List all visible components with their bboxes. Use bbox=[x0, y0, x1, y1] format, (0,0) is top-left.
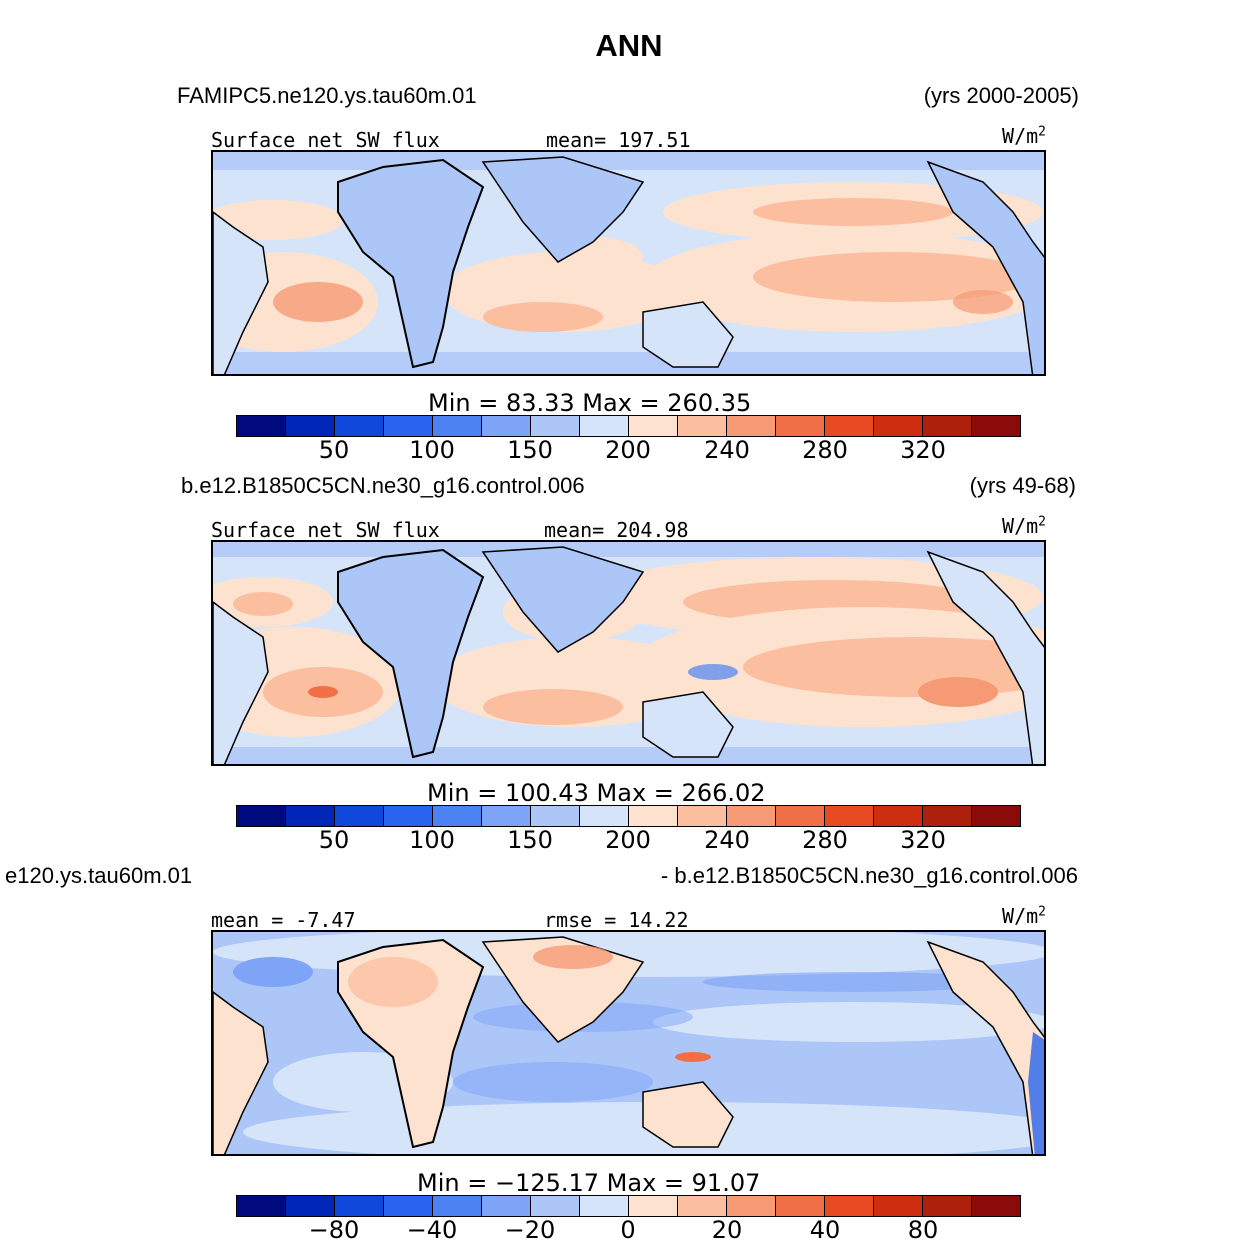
colorbar-swatch bbox=[482, 416, 531, 436]
colorbar-swatch bbox=[237, 416, 286, 436]
panel1-map bbox=[211, 150, 1046, 376]
colorbar-swatch bbox=[580, 1196, 629, 1216]
colorbar-swatch bbox=[237, 1196, 286, 1216]
colorbar-swatch bbox=[972, 806, 1020, 826]
panel2-minmax: Min = 100.43 Max = 266.02 bbox=[427, 779, 766, 807]
panel1-tick: 50 bbox=[318, 436, 350, 464]
colorbar-swatch bbox=[433, 1196, 482, 1216]
panel2-map bbox=[211, 540, 1046, 766]
panel3-case-label: e120.ys.tau60m.01 bbox=[5, 863, 193, 888]
panel2-tick: 200 bbox=[605, 826, 651, 854]
colorbar-swatch bbox=[678, 416, 727, 436]
colorbar-swatch bbox=[384, 416, 433, 436]
panel1-mean: mean= 197.51 bbox=[546, 128, 691, 152]
colorbar-swatch bbox=[825, 1196, 874, 1216]
colorbar-swatch bbox=[237, 806, 286, 826]
colorbar-swatch bbox=[286, 1196, 335, 1216]
colorbar-swatch bbox=[531, 806, 580, 826]
panel3-tick: −20 bbox=[504, 1216, 556, 1244]
panel2-tick: 240 bbox=[704, 826, 750, 854]
colorbar-swatch bbox=[825, 416, 874, 436]
colorbar-swatch bbox=[580, 806, 629, 826]
panel2-units: W/m2 bbox=[1002, 514, 1046, 538]
colorbar-swatch bbox=[923, 416, 972, 436]
panel1-tick: 320 bbox=[900, 436, 946, 464]
panel2-tick: 50 bbox=[318, 826, 350, 854]
colorbar-swatch bbox=[384, 806, 433, 826]
colorbar-swatch bbox=[531, 416, 580, 436]
colorbar-swatch bbox=[286, 416, 335, 436]
colorbar-swatch bbox=[923, 1196, 972, 1216]
panel1-case-label: FAMIPC5.ne120.ys.tau60m.01 bbox=[177, 83, 477, 108]
panel2-tick: 150 bbox=[507, 826, 553, 854]
colorbar-swatch bbox=[335, 416, 384, 436]
panel2-mean: mean= 204.98 bbox=[544, 518, 689, 542]
panel2-colorbar bbox=[236, 805, 1021, 827]
colorbar-swatch bbox=[678, 1196, 727, 1216]
figure-title: ANN bbox=[595, 28, 663, 63]
panel3-years: - b.e12.B1850C5CN.ne30_g16.control.006 bbox=[660, 863, 1078, 888]
panel2-case-label: b.e12.B1850C5CN.ne30_g16.control.006 bbox=[181, 473, 585, 498]
panel2-years: (yrs 49-68) bbox=[969, 473, 1076, 498]
colorbar-swatch bbox=[482, 1196, 531, 1216]
panel3-colorbar bbox=[236, 1195, 1021, 1217]
colorbar-swatch bbox=[433, 416, 482, 436]
panel1-tick: 150 bbox=[507, 436, 553, 464]
panel3-rmse: rmse = 14.22 bbox=[544, 908, 689, 932]
colorbar-swatch bbox=[727, 416, 776, 436]
colorbar-swatch bbox=[727, 1196, 776, 1216]
colorbar-swatch bbox=[629, 1196, 678, 1216]
colorbar-swatch bbox=[776, 416, 825, 436]
panel3-tick: 40 bbox=[809, 1216, 841, 1244]
colorbar-swatch bbox=[335, 1196, 384, 1216]
colorbar-swatch bbox=[874, 416, 923, 436]
panel1-tick: 200 bbox=[605, 436, 651, 464]
panel3-minmax: Min = −125.17 Max = 91.07 bbox=[417, 1169, 761, 1197]
panel1-years: (yrs 2000-2005) bbox=[923, 83, 1079, 108]
panel3-mean: mean = -7.47 bbox=[211, 908, 356, 932]
colorbar-swatch bbox=[286, 806, 335, 826]
colorbar-swatch bbox=[972, 416, 1020, 436]
colorbar-swatch bbox=[874, 1196, 923, 1216]
panel1-tick: 100 bbox=[409, 436, 455, 464]
colorbar-swatch bbox=[384, 1196, 433, 1216]
colorbar-swatch bbox=[678, 806, 727, 826]
colorbar-swatch bbox=[727, 806, 776, 826]
panel2-tick: 320 bbox=[900, 826, 946, 854]
panel1-units: W/m2 bbox=[1002, 124, 1046, 148]
panel2-tick: 100 bbox=[409, 826, 455, 854]
colorbar-swatch bbox=[776, 1196, 825, 1216]
panel1-tick: 280 bbox=[802, 436, 848, 464]
panel3-map bbox=[211, 930, 1046, 1156]
colorbar-swatch bbox=[874, 806, 923, 826]
panel1-minmax: Min = 83.33 Max = 260.35 bbox=[428, 389, 752, 417]
panel3-units: W/m2 bbox=[1002, 904, 1046, 928]
panel3-tick: 20 bbox=[711, 1216, 743, 1244]
colorbar-swatch bbox=[531, 1196, 580, 1216]
panel3-tick: 80 bbox=[907, 1216, 939, 1244]
colorbar-swatch bbox=[433, 806, 482, 826]
panel1-variable-name: Surface net SW flux bbox=[211, 128, 440, 152]
colorbar-swatch bbox=[629, 416, 678, 436]
colorbar-swatch bbox=[335, 806, 384, 826]
colorbar-swatch bbox=[580, 416, 629, 436]
colorbar-swatch bbox=[482, 806, 531, 826]
colorbar-swatch bbox=[629, 806, 678, 826]
panel3-tick: 0 bbox=[620, 1216, 636, 1244]
panel1-colorbar bbox=[236, 415, 1021, 437]
colorbar-swatch bbox=[923, 806, 972, 826]
panel1-tick: 240 bbox=[704, 436, 750, 464]
panel3-tick: −40 bbox=[406, 1216, 458, 1244]
panel2-tick: 280 bbox=[802, 826, 848, 854]
colorbar-swatch bbox=[972, 1196, 1020, 1216]
panel3-tick: −80 bbox=[308, 1216, 360, 1244]
colorbar-swatch bbox=[776, 806, 825, 826]
colorbar-swatch bbox=[825, 806, 874, 826]
panel2-variable-name: Surface net SW flux bbox=[211, 518, 440, 542]
